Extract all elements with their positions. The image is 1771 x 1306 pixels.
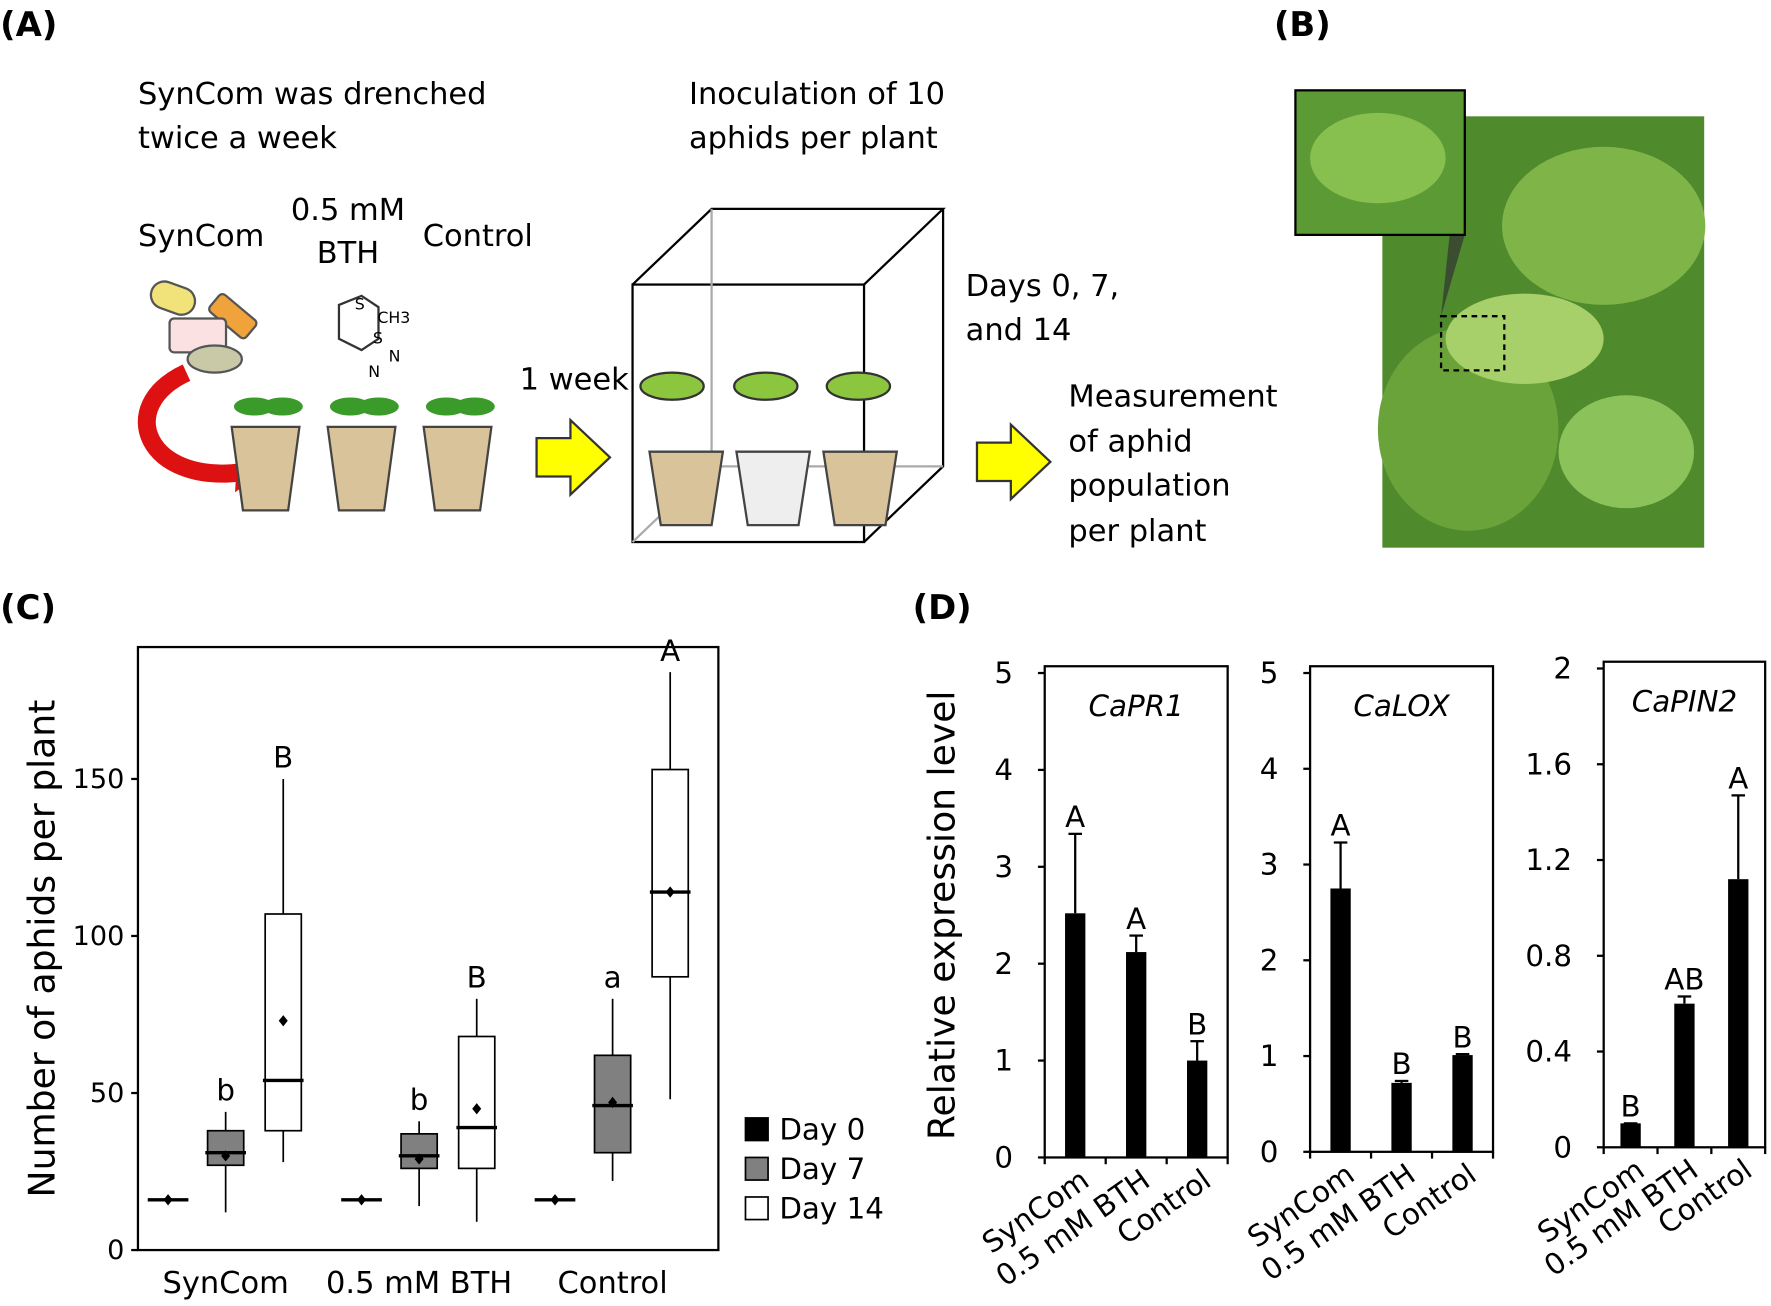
- bar: [1728, 879, 1749, 1148]
- chem-label: S: [355, 294, 365, 313]
- y-tick-label: 4: [994, 753, 1013, 787]
- y-axis-title: Relative expression level: [920, 691, 963, 1140]
- x-tick-label: SynCom: [163, 1266, 289, 1301]
- y-tick-label: 0.4: [1525, 1035, 1572, 1069]
- y-tick-label: 50: [90, 1078, 124, 1109]
- treatment: 0.5 mM: [291, 193, 405, 228]
- y-tick-label: 0: [1260, 1135, 1279, 1169]
- y-tick-label: 5: [994, 656, 1013, 690]
- panel-label: (C): [0, 588, 56, 627]
- significance-letter: AB: [1664, 963, 1704, 997]
- significance-letter: B: [273, 741, 293, 775]
- mean-marker: [665, 886, 675, 898]
- note: Inoculation of 10: [689, 77, 945, 112]
- mean-marker: [472, 1103, 482, 1115]
- legend-label: Day 7: [779, 1152, 865, 1186]
- chem-label: N: [389, 346, 401, 365]
- y-tick-label: 150: [73, 764, 125, 795]
- mean-marker: [550, 1194, 560, 1206]
- legend-swatch: [744, 1117, 769, 1142]
- mean-marker: [357, 1194, 367, 1206]
- y-tick-label: 1: [1260, 1039, 1279, 1073]
- treatment: Control: [423, 219, 533, 254]
- bar: [1330, 888, 1351, 1152]
- y-tick-label: 3: [994, 850, 1013, 884]
- y-tick-label: 1.2: [1525, 843, 1572, 877]
- treatment: SynCom: [138, 219, 264, 254]
- legend-swatch: [744, 1196, 769, 1221]
- mean-marker: [163, 1194, 173, 1206]
- x-tick-label: Control: [558, 1266, 668, 1301]
- note: aphids per plant: [689, 121, 938, 156]
- chem-label: S: [373, 328, 383, 347]
- significance-letter: A: [1065, 800, 1085, 834]
- significance-letter: A: [660, 634, 680, 668]
- chem-label: N: [368, 362, 380, 381]
- y-tick-label: 1.6: [1525, 747, 1572, 781]
- box: [651, 768, 690, 978]
- significance-letter: b: [410, 1083, 429, 1117]
- note: 1 week: [520, 363, 629, 398]
- y-tick-label: 0.8: [1525, 939, 1572, 973]
- y-axis-title: Number of aphids per plant: [20, 700, 63, 1198]
- diagram-art: [137, 207, 1053, 544]
- chart-title: CaLOX: [1353, 689, 1450, 723]
- legend-swatch: [744, 1156, 769, 1181]
- y-tick-label: 0: [107, 1235, 124, 1266]
- significance-letter: a: [604, 961, 622, 995]
- plot-frame: [136, 645, 720, 1252]
- significance-letter: B: [467, 961, 487, 995]
- y-tick-label: 0: [994, 1141, 1013, 1175]
- treatment: BTH: [317, 236, 379, 271]
- y-tick-label: 2: [1260, 943, 1279, 977]
- note: Measurement: [1068, 380, 1277, 415]
- panel-label: (D): [913, 588, 972, 627]
- panel-label: (A): [0, 5, 57, 44]
- y-tick-label: 5: [1260, 656, 1279, 690]
- y-tick-label: 2: [1553, 652, 1572, 686]
- chart-title: CaPR1: [1089, 689, 1184, 723]
- diagram-text: SynCom was drenched twice a week SynCom …: [138, 77, 1278, 549]
- box: [457, 1035, 496, 1170]
- note: population: [1068, 469, 1230, 504]
- bar: [1126, 952, 1147, 1158]
- photo: [1294, 89, 1706, 548]
- bar: [1187, 1060, 1208, 1158]
- chem-label: CH3: [377, 308, 410, 327]
- bar: [1391, 1082, 1412, 1152]
- significance-letter: B: [1187, 1007, 1207, 1041]
- bar: [1674, 1003, 1695, 1148]
- y-tick-label: 2: [994, 947, 1013, 981]
- note: twice a week: [138, 121, 337, 156]
- significance-letter: B: [1391, 1047, 1411, 1081]
- significance-letter: A: [1331, 809, 1351, 843]
- significance-letter: B: [1621, 1090, 1641, 1124]
- y-tick-label: 0: [1553, 1130, 1572, 1164]
- legend-label: Day 14: [779, 1191, 884, 1225]
- significance-letter: b: [216, 1074, 235, 1108]
- y-tick-label: 100: [73, 921, 125, 952]
- bar: [1065, 913, 1086, 1158]
- y-tick-label: 1: [994, 1044, 1013, 1078]
- note: Days 0, 7,: [966, 269, 1120, 304]
- bar: [1620, 1123, 1641, 1148]
- note: per plant: [1068, 514, 1206, 549]
- y-tick-label: 4: [1260, 752, 1279, 786]
- significance-letter: B: [1452, 1020, 1472, 1054]
- chart-title: CaPIN2: [1632, 684, 1737, 718]
- mean-marker: [278, 1015, 288, 1027]
- significance-letter: A: [1126, 902, 1146, 936]
- panel-label: (B): [1274, 5, 1331, 44]
- note: and 14: [966, 313, 1072, 348]
- significance-letter: A: [1728, 762, 1748, 796]
- legend-label: Day 0: [779, 1112, 865, 1146]
- bar: [1452, 1055, 1473, 1152]
- note: SynCom was drenched: [138, 77, 487, 112]
- x-tick-label: 0.5 mM BTH: [326, 1266, 512, 1301]
- note: of aphid: [1068, 425, 1192, 460]
- y-tick-label: 3: [1260, 848, 1279, 882]
